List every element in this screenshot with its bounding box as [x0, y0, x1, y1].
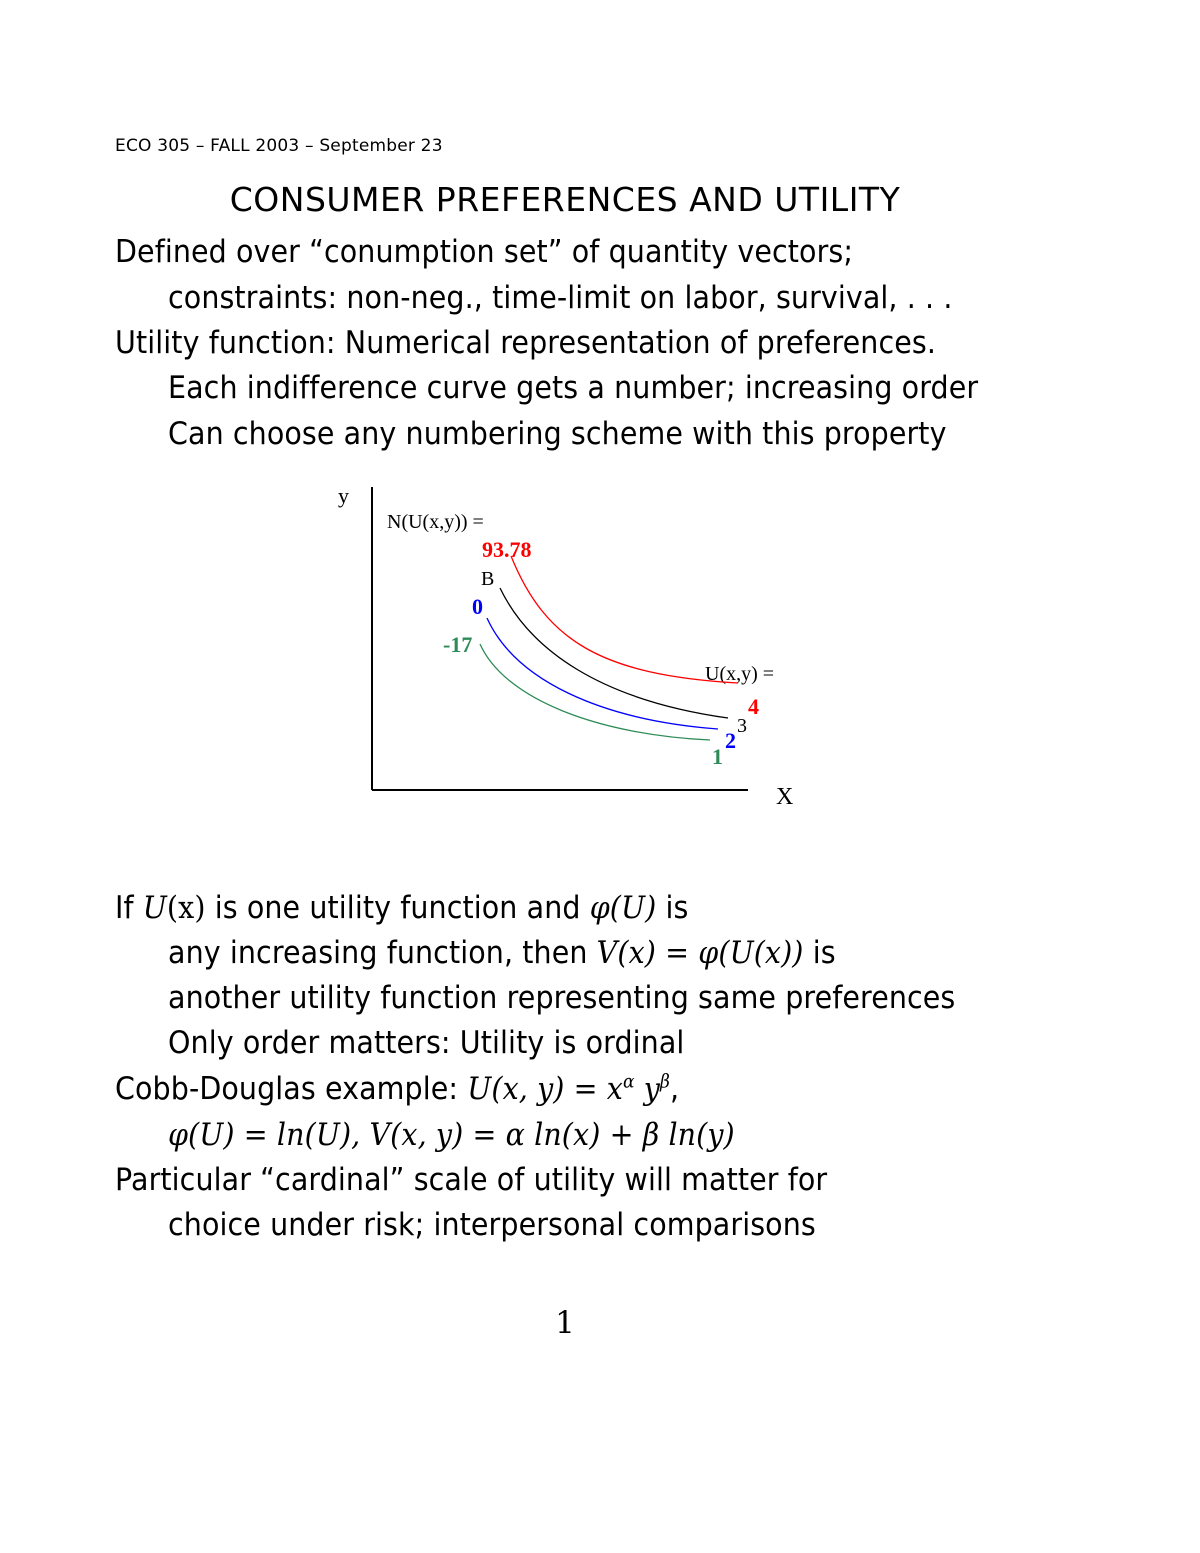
u-label-4: 4	[748, 694, 759, 719]
math-span: V(x) = φ(U(x))	[596, 935, 804, 971]
n-label-2: 0	[472, 594, 483, 619]
text-line: another utility function representing sa…	[168, 980, 956, 1016]
text-span: is	[803, 935, 836, 971]
text-span: any increasing function, then	[168, 935, 597, 971]
text-line: Only order matters: Utility is ordinal	[168, 1025, 685, 1061]
x-axis-label: X	[776, 784, 793, 810]
math-span: U	[142, 890, 167, 926]
math-span: φ(U) = ln(U), V(x, y) = α ln(x) + β ln(y…	[168, 1117, 735, 1153]
u-label-2: 2	[725, 728, 736, 753]
superscript: β	[659, 1071, 670, 1093]
text-line: Each indifference curve gets a number; i…	[168, 370, 979, 406]
text-line: choice under risk; interpersonal compari…	[168, 1207, 816, 1243]
text-line: constraints: non-neg., time-limit on lab…	[168, 280, 953, 316]
text-line: Utility function: Numerical representati…	[115, 325, 936, 361]
text-span: is one utility function and	[205, 890, 590, 926]
y-axis-label: y	[338, 483, 349, 508]
page-number: 1	[555, 1305, 575, 1341]
u-label-3: 3	[737, 715, 747, 737]
u-function-label: U(x,y) =	[705, 663, 774, 685]
page-title: CONSUMER PREFERENCES AND UTILITY	[229, 180, 901, 219]
n-label-4: 93.78	[482, 537, 532, 562]
text-span: If	[115, 890, 143, 926]
math-span: (x)	[166, 890, 206, 926]
indifference-curve-figure: y X N(U(x,y)) = U(x,y) = 93.78 B 0 -17 4…	[338, 483, 793, 810]
text-span: ,	[669, 1071, 680, 1107]
math-span: φ(U)	[589, 890, 657, 926]
math-span: y	[634, 1071, 660, 1107]
curve-u2	[486, 617, 719, 730]
math-span: U(x, y) = x	[467, 1071, 623, 1107]
text-line: Defined over “conumption set” of quantit…	[115, 234, 854, 270]
curve-u4	[510, 555, 739, 684]
text-line: any increasing function, then V(x) = φ(U…	[168, 935, 836, 971]
course-header: ECO 305 – FALL 2003 – September 23	[115, 136, 443, 156]
n-label-1: -17	[443, 632, 472, 657]
text-line: Can choose any numbering scheme with thi…	[168, 416, 947, 452]
u-label-1: 1	[712, 744, 723, 769]
curve-u3	[499, 587, 729, 719]
text-line: If U(x) is one utility function and φ(U)…	[115, 890, 688, 926]
text-line: Cobb-Douglas example: U(x, y) = xα yβ,	[115, 1071, 679, 1107]
n-function-label: N(U(x,y)) =	[387, 511, 484, 533]
curve-u1	[479, 643, 711, 741]
text-span: Cobb-Douglas example:	[115, 1071, 468, 1107]
text-span: is	[656, 890, 689, 926]
text-line: Particular “cardinal” scale of utility w…	[115, 1162, 828, 1198]
superscript: α	[622, 1071, 635, 1093]
n-label-3: B	[481, 568, 494, 590]
text-line: φ(U) = ln(U), V(x, y) = α ln(x) + β ln(y…	[168, 1117, 735, 1153]
